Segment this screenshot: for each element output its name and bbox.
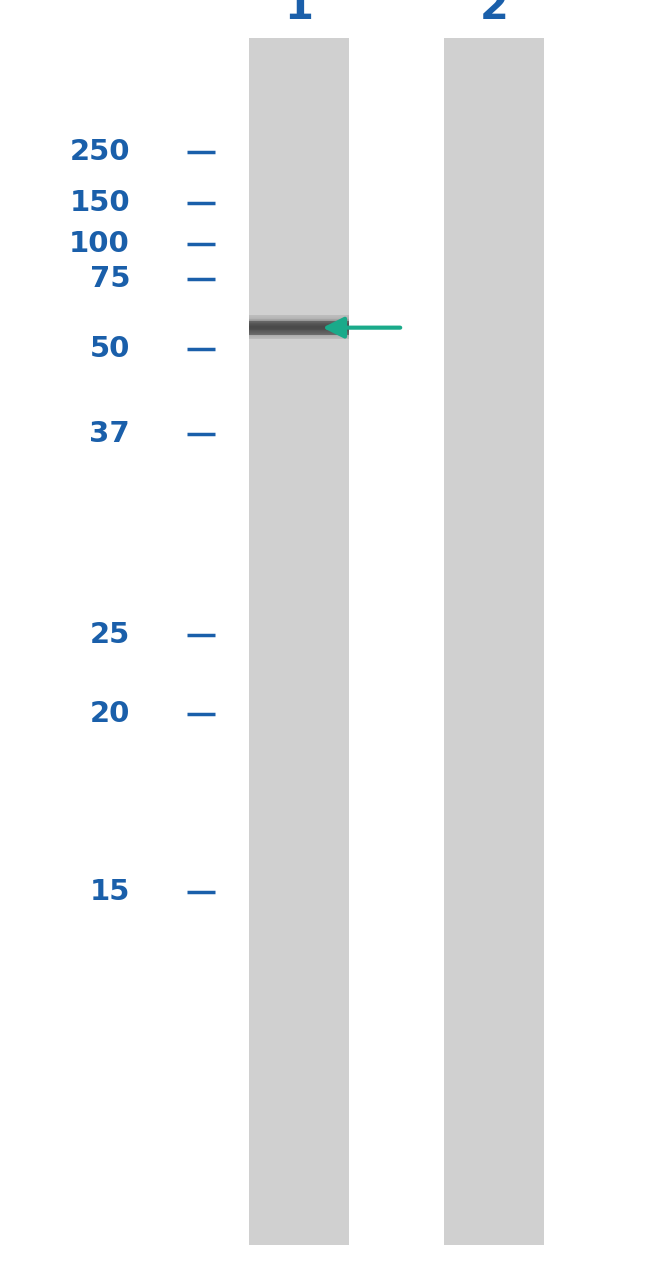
Text: 150: 150 [70,189,130,217]
Bar [443,38,545,1245]
Text: 20: 20 [90,700,130,728]
Text: 37: 37 [89,420,130,448]
Text: 50: 50 [90,335,130,363]
Text: 2: 2 [480,0,508,28]
Text: 250: 250 [70,138,130,166]
Text: 1: 1 [285,0,313,28]
Text: 100: 100 [70,230,130,258]
Text: 25: 25 [90,621,130,649]
FancyArrowPatch shape [327,319,400,337]
Bar [248,321,350,334]
Text: 75: 75 [90,265,130,293]
Text: 15: 15 [90,878,130,906]
Bar [248,38,350,1245]
